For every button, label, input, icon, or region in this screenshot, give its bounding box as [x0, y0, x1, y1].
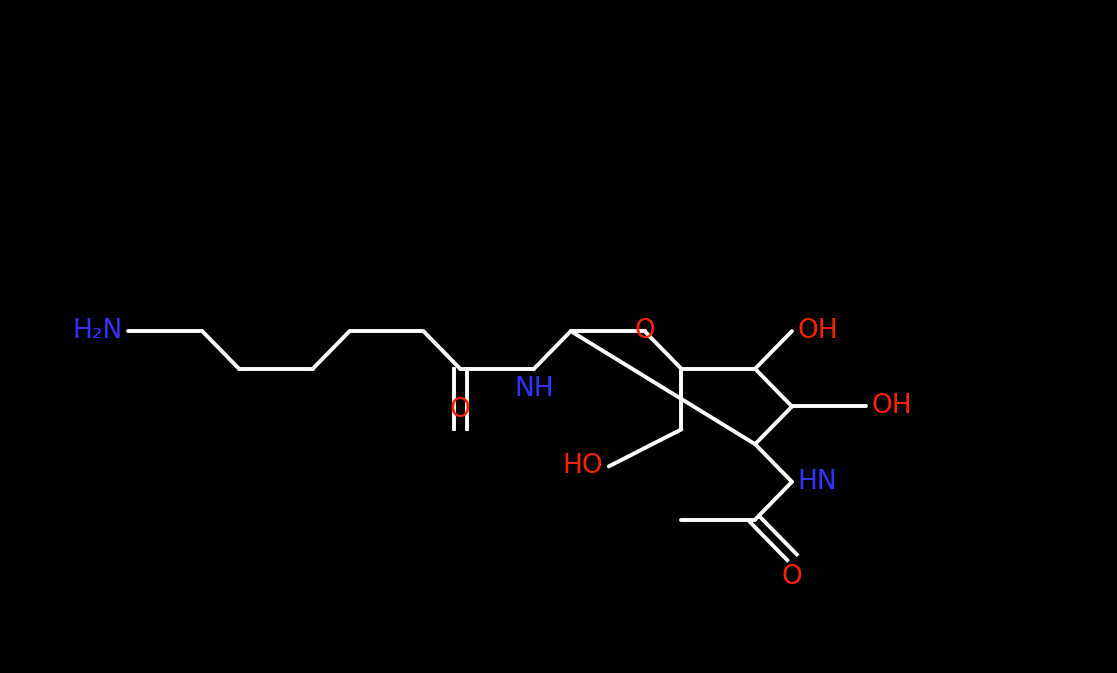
- Text: H₂N: H₂N: [73, 318, 123, 344]
- Text: O: O: [450, 396, 470, 423]
- Text: OH: OH: [871, 394, 911, 419]
- Text: NH: NH: [514, 376, 554, 402]
- Text: O: O: [782, 564, 802, 590]
- Text: O: O: [634, 318, 655, 344]
- Text: HN: HN: [798, 469, 837, 495]
- Text: OH: OH: [798, 318, 838, 344]
- Text: HO: HO: [563, 454, 603, 479]
